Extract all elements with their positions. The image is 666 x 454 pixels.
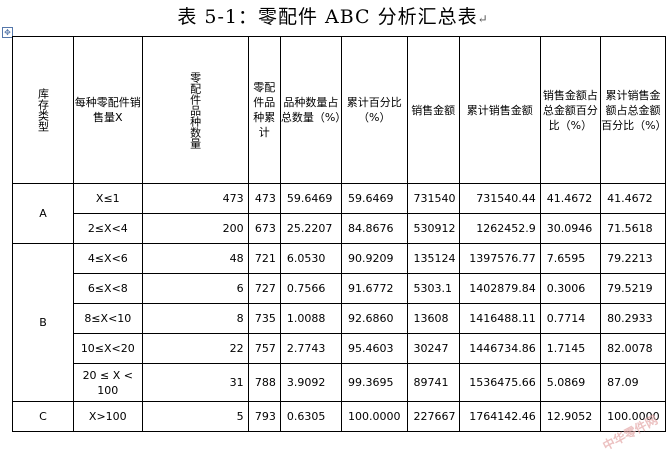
cell-cum: 735 [247,303,281,334]
cell-salespct: 41.4672 [539,183,602,214]
cell-salespct: 7.6595 [539,243,602,274]
cell-cumsales: 1397576.77 [458,243,541,274]
cell-salespct: 30.0946 [539,213,602,244]
cell-cumsalespct: 79.2213 [600,243,666,274]
cell-sales: 5303.1 [406,273,460,304]
cell-cumpct: 99.3695 [340,363,408,402]
cell-cum: 727 [247,273,281,304]
cell-count: 6 [141,273,249,304]
cell-count: 48 [141,243,249,274]
cell-range: 2≤X<4 [73,213,143,244]
cell-pct: 59.6469 [279,183,342,214]
header-cumsales: 累计销售金额 [458,36,541,184]
cell-count: 31 [141,363,249,402]
cell-pct: 0.7566 [279,273,342,304]
cell-count: 473 [141,183,249,214]
cell-cum: 673 [247,213,281,244]
cell-salespct: 0.7714 [539,303,602,334]
group-label: A [12,183,74,244]
cell-pct: 6.0530 [279,243,342,274]
cell-cum: 793 [247,401,281,432]
cell-count: 8 [141,303,249,334]
cell-count: 22 [141,333,249,364]
cell-cum: 788 [247,363,281,402]
cell-cumsales: 1262452.9 [458,213,541,244]
cell-cumpct: 100.0000 [340,401,408,432]
table-row: C X>100 5 793 0.6305 100.0000 227667 176… [12,401,666,432]
cell-cum: 721 [247,243,281,274]
cell-cumsalespct: 80.2933 [600,303,666,334]
cell-count: 5 [141,401,249,432]
cell-range: X>100 [73,401,143,432]
table-row: 10≤X<20 22 757 2.7743 95.4603 30247 1446… [13,333,666,364]
cell-cumsalespct: 79.5219 [600,273,666,304]
header-salespct: 销售金额占总金额百分比（%） [539,36,602,184]
cell-sales: 89741 [406,363,460,402]
table-row: A X≤1 473 473 59.6469 59.6469 731540 731… [12,183,666,244]
cell-sales: 30247 [406,333,460,364]
table-row: 20 ≤ X < 100 31 788 3.9092 99.3695 89741… [13,363,666,402]
header-pct: 品种数量占总数量（%） [279,36,342,184]
cell-range: 20 ≤ X < 100 [73,363,143,402]
header-cumsalespct: 累计销售金额占总金额百分比（%） [600,36,666,184]
cell-cumsales: 1536475.66 [458,363,541,402]
cell-cumpct: 95.4603 [340,333,408,364]
cell-salespct: 1.7145 [539,333,602,364]
cell-cumsales: 1764142.46 [458,401,541,432]
table-title: 表 5-1：零配件 ABC 分析汇总表↵ [177,6,489,28]
cell-cumsalespct: 87.09 [600,363,666,402]
table-row: 2≤X<4 200 673 25.2207 84.8676 530912 126… [13,213,666,244]
cell-cumsalespct: 82.0078 [600,333,666,364]
header-qty: 每种零配件销售量X [73,36,143,184]
cell-salespct: 0.3006 [539,273,602,304]
cell-range: X≤1 [73,183,143,214]
group-label: C [12,401,74,432]
cell-cumsales: 731540.44 [458,183,541,214]
header-sales: 销售金额 [406,36,460,184]
move-handle-icon[interactable]: ✥ [2,27,13,38]
cell-sales: 731540 [406,183,460,214]
cell-cum: 473 [247,183,281,214]
cell-cumpct: 91.6772 [340,273,408,304]
cell-range: 4≤X<6 [73,243,143,274]
cell-range: 10≤X<20 [73,333,143,364]
header-type: 库存类型 [12,36,74,184]
header-cumpct: 累计百分比（%） [340,36,408,184]
cell-cum: 757 [247,333,281,364]
cell-sales: 530912 [406,213,460,244]
cell-count: 200 [141,213,249,244]
header-cum: 零配件品种累计 [247,36,281,184]
cell-cumsales: 1402879.84 [458,273,541,304]
cell-cumpct: 92.6860 [340,303,408,334]
cell-cumpct: 84.8676 [340,213,408,244]
cell-cumsalespct: 71.5618 [600,213,666,244]
cell-sales: 227667 [406,401,460,432]
cell-sales: 135124 [406,243,460,274]
table-row: 6≤X<8 6 727 0.7566 91.6772 5303.1 140287… [13,273,666,304]
group-label: B [12,243,74,402]
cell-pct: 0.6305 [279,401,342,432]
cell-pct: 1.0088 [279,303,342,334]
cell-sales: 13608 [406,303,460,334]
cell-cumpct: 90.9209 [340,243,408,274]
header-count: 零配件品种数量 [141,36,249,184]
cell-salespct: 5.0869 [539,363,602,402]
cell-cumsales: 1446734.86 [458,333,541,364]
cell-cumsalespct: 41.4672 [600,183,666,214]
cell-range: 8≤X<10 [73,303,143,334]
cell-pct: 3.9092 [279,363,342,402]
cell-cumsales: 1416488.11 [458,303,541,334]
cell-pct: 25.2207 [279,213,342,244]
abc-summary-table: 库存类型 每种零配件销售量X 零配件品种数量 零配件品种累计 品种数量占总数量（… [12,36,666,432]
cell-cumsalespct: 100.0000 [600,401,666,432]
table-row: 8≤X<10 8 735 1.0088 92.6860 13608 141648… [13,303,666,334]
cell-pct: 2.7743 [279,333,342,364]
cell-salespct: 12.9052 [539,401,602,432]
cell-cumpct: 59.6469 [340,183,408,214]
cell-range: 6≤X<8 [73,273,143,304]
table-row: B 4≤X<6 48 721 6.0530 90.9209 135124 139… [12,243,666,402]
